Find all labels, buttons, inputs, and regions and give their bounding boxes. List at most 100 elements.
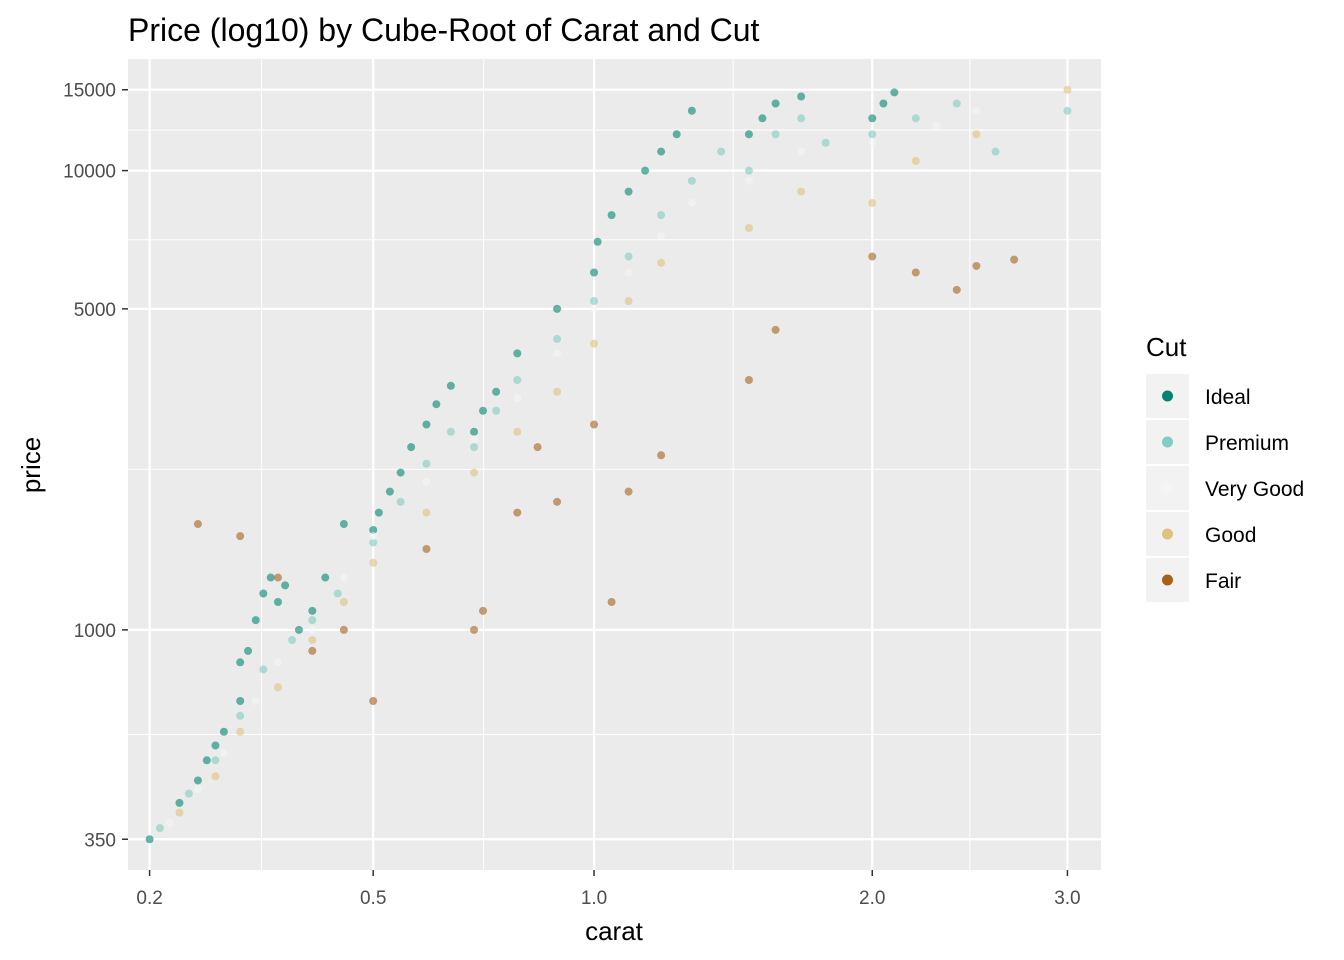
data-point [972,261,981,270]
data-point [470,435,479,444]
data-point [308,616,317,625]
x-tick-label: 0.2 [136,888,162,909]
data-point [744,376,753,385]
data-point [236,711,245,720]
x-tick-label: 2.0 [859,888,885,909]
data-point [211,741,220,750]
data-point [991,147,1000,156]
series-fair [193,252,1019,706]
data-point [244,646,253,655]
data-point [1063,106,1072,115]
legend-marker [1162,574,1173,586]
series-ideal [145,88,899,844]
data-point [339,573,348,582]
data-point [308,606,317,615]
data-point [1063,85,1072,94]
data-point [911,114,920,123]
data-point [236,658,245,667]
x-tick-label: 0.5 [360,888,386,909]
data-point [797,114,806,123]
data-point [687,106,696,115]
data-point [972,106,981,115]
legend-marker [1162,482,1173,494]
data-point [890,88,899,97]
x-tick-label: 1.0 [581,888,607,909]
data-point [797,187,806,196]
data-point [374,508,383,517]
data-point [339,597,348,606]
data-point [624,487,633,496]
data-point [657,232,666,241]
data-point [251,697,260,706]
legend-label: Premium [1205,432,1289,455]
data-point [952,285,961,294]
data-point [590,297,599,306]
data-point [657,147,666,156]
data-point [624,187,633,196]
data-point [492,406,501,415]
data-point [470,427,479,436]
data-point [687,199,696,208]
data-point [193,520,202,529]
data-point [369,558,378,567]
data-point [165,818,174,827]
data-point [470,443,479,452]
data-point [479,606,488,615]
data-point [911,156,920,165]
data-point [624,252,633,261]
series-premium [155,99,1072,833]
data-point [432,400,441,409]
major-gridlines [128,59,1101,870]
data-point [422,459,431,468]
data-point [868,130,877,139]
data-point [202,756,211,765]
data-point [553,497,562,506]
data-point [369,525,378,534]
data-point [288,636,297,645]
data-point [321,573,330,582]
data-point [553,349,562,358]
legend-marker [1162,528,1173,540]
data-point [744,223,753,232]
data-point [446,427,455,436]
legend: Cut Ideal Premium Very Good Good Fair [1146,332,1304,602]
y-tick-label: 10000 [63,162,116,183]
data-point [879,99,888,108]
data-point [273,597,282,606]
data-point [641,166,650,175]
data-point [590,268,599,277]
data-point [744,130,753,139]
data-point [553,334,562,343]
data-point [396,468,405,477]
data-point [219,727,228,736]
series-very-good [165,106,981,827]
data-point [422,420,431,429]
data-point [717,147,726,156]
y-tick-label: 5000 [74,300,116,321]
plot-panel [128,59,1101,870]
data-point [155,824,164,833]
y-tick-label: 350 [84,830,116,851]
data-point [308,636,317,645]
data-point [952,99,961,108]
legend-marker [1162,390,1173,402]
data-point [145,835,154,844]
x-axis-title: carat [585,916,644,946]
data-point [236,532,245,541]
data-point [590,420,599,429]
data-point [281,581,290,590]
data-point [211,756,220,765]
data-point [744,176,753,185]
data-point [175,798,184,807]
data-point [657,258,666,267]
data-point [422,477,431,486]
data-point [513,393,522,402]
data-point [308,625,317,634]
data-point [1010,255,1019,264]
data-point [385,487,394,496]
data-point [369,538,378,547]
data-point [333,589,342,598]
data-point [259,665,268,674]
data-point [911,268,920,277]
